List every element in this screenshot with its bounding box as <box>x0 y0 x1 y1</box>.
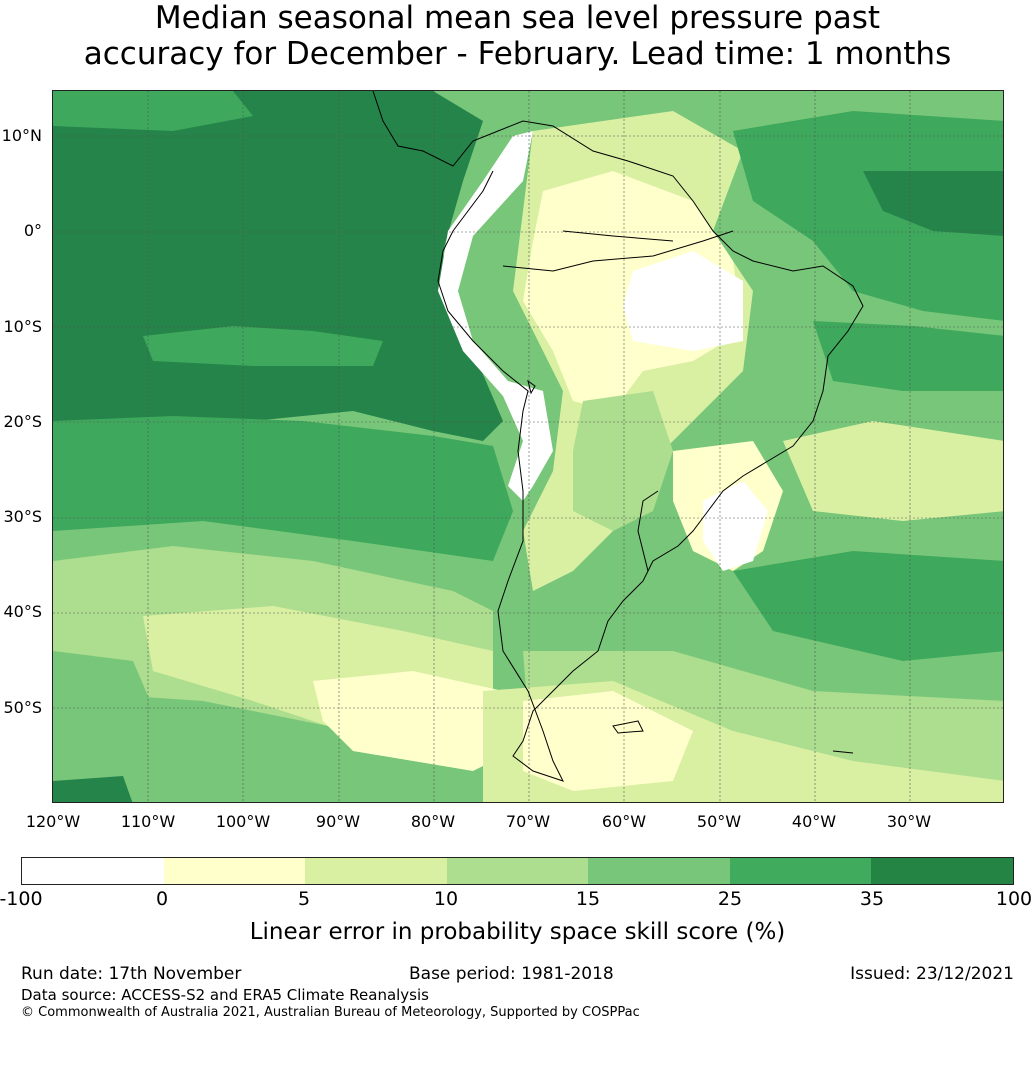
colorbar-tick-4: 10 <box>433 888 459 910</box>
region-pacific-mid-patch <box>143 326 383 366</box>
colorbar-tick-8: 100 <box>995 888 1033 910</box>
issued-date: Issued: 23/12/2021 <box>850 964 1014 984</box>
skill-map-svg <box>53 91 1003 802</box>
colorbar-segment-5 <box>588 858 730 884</box>
lon-label-100w: 100°W <box>215 812 271 831</box>
colorbar <box>21 857 1014 885</box>
region-south-cream <box>313 671 523 771</box>
region-pacific-mid-north <box>53 91 253 131</box>
region-sw-dark <box>53 776 133 802</box>
region-atlantic-south-mid <box>733 551 1003 661</box>
lat-label-10n: 10°N <box>1 126 42 145</box>
parana-river <box>637 490 659 572</box>
lat-label-40s: 40°S <box>3 602 42 621</box>
region-atlantic-mid-north <box>733 111 1003 321</box>
south-america-coastline <box>372 91 864 782</box>
orinoco-river <box>562 230 674 242</box>
run-date: Run date: 17th November <box>21 964 242 984</box>
region-pacific-dark <box>53 91 503 441</box>
data-source: Data source: ACCESS-S2 and ERA5 Climate … <box>21 986 429 1004</box>
chart-title: Median seasonal mean sea level pressure … <box>0 0 1035 72</box>
coastlines <box>372 91 864 782</box>
region-chaco-light-green <box>573 391 673 531</box>
region-atlantic-pale-green <box>783 421 1003 521</box>
south-georgia <box>832 750 854 754</box>
region-patagonia-cream <box>523 691 693 791</box>
region-uruguay-white <box>703 481 768 571</box>
skill-regions <box>53 91 1003 802</box>
region-sw-med-green <box>53 651 163 802</box>
lon-label-50w: 50°W <box>696 812 742 831</box>
title-line-2: accuracy for December - February. Lead t… <box>83 36 952 72</box>
region-atlantic-mid-east <box>813 321 1003 391</box>
base-period: Base period: 1981-2018 <box>409 964 614 984</box>
colorbar-segment-1 <box>22 858 164 884</box>
lat-label-50s: 50°S <box>3 698 42 717</box>
lon-label-110w: 110°W <box>120 812 176 831</box>
colorbar-tick-7: 35 <box>859 888 885 910</box>
lat-label-20s: 20°S <box>3 412 42 431</box>
lat-label-10s: 10°S <box>3 317 42 336</box>
lon-label-90w: 90°W <box>315 812 361 831</box>
colorbar-segment-7 <box>871 858 1014 884</box>
colorbar-segment-4 <box>446 858 589 884</box>
lon-label-40w: 40°W <box>791 812 837 831</box>
lake-titicaca <box>527 379 536 395</box>
amazon-river <box>502 230 734 272</box>
colorbar-tick-6: 25 <box>717 888 743 910</box>
region-amazon-white <box>623 251 743 351</box>
colorbar-tick-3: 5 <box>297 888 311 910</box>
colorbar-segment-3 <box>305 858 447 884</box>
lon-label-80w: 80°W <box>410 812 456 831</box>
lon-label-70w: 70°W <box>505 812 551 831</box>
lon-label-60w: 60°W <box>601 812 647 831</box>
lon-label-30w: 30°W <box>886 812 932 831</box>
colorbar-tick-1: -100 <box>0 888 43 910</box>
copyright: © Commonwealth of Australia 2021, Austra… <box>21 1005 640 1020</box>
region-pacific-mid-band <box>53 416 513 561</box>
lat-label-0: 0° <box>23 221 42 240</box>
region-atlantic-dark-patch <box>863 171 1003 236</box>
colorbar-tick-2: 0 <box>155 888 169 910</box>
colorbar-label: Linear error in probability space skill … <box>249 919 786 945</box>
lat-label-30s: 30°S <box>3 507 42 526</box>
skill-map <box>52 90 1004 803</box>
gridlines <box>53 91 1003 802</box>
falklands <box>612 720 644 734</box>
colorbar-segment-6 <box>729 858 872 884</box>
title-line-1: Median seasonal mean sea level pressure … <box>154 0 881 36</box>
colorbar-tick-5: 15 <box>575 888 601 910</box>
region-andes-white <box>438 131 553 501</box>
lon-label-120w: 120°W <box>25 812 81 831</box>
colorbar-segment-2 <box>163 858 306 884</box>
